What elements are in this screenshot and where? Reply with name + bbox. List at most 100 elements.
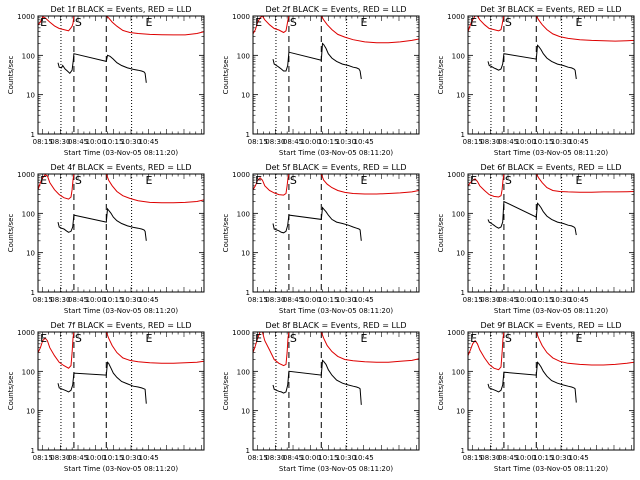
y-axis-label: Counts/sec [222,372,230,411]
x-tick-label: 08:15 [248,454,268,462]
y-axis-label: Counts/sec [437,56,445,95]
detector-panel: Det 9f BLACK = Events, RED = LLD Counts/s… [437,321,635,473]
y-tick-label: 1000 [447,329,465,337]
x-tick-label: 10:15 [103,138,123,146]
x-tick-label: 10:00 [301,296,321,304]
interval-marker-label: E [40,174,47,187]
y-tick-label: 1000 [232,329,250,337]
y-axis-label: Counts/sec [222,214,230,253]
detector-panel: Det 1f BLACK = Events, RED = LLD Counts/s… [7,5,205,157]
x-tick-label: 10:15 [103,296,123,304]
y-tick-label: 1 [246,447,250,455]
detector-panel: Det 7f BLACK = Events, RED = LLD Counts/s… [7,321,205,473]
x-tick-label: 08:15 [248,138,268,146]
y-tick-label: 10 [241,250,250,258]
y-axis-label: Counts/sec [437,214,445,253]
x-tick-label: 08:15 [33,138,53,146]
detector-panel: Det 8f BLACK = Events, RED = LLD Counts/s… [222,321,420,473]
x-tick-label: 10:00 [301,454,321,462]
x-tick-label: 10:00 [86,296,106,304]
interval-marker-label: S [75,332,82,345]
events-series-line [57,207,147,241]
plot-frame [467,15,635,135]
x-tick-label: 08:30 [480,138,500,146]
y-tick-label: 100 [452,52,465,60]
y-tick-label: 100 [237,210,250,218]
y-tick-label: 1 [31,289,35,297]
lld-series-line [253,174,419,196]
interval-marker-label: E [40,16,47,29]
plot-frame [37,331,205,451]
events-series-line [272,42,362,80]
x-tick-label: 08:30 [480,296,500,304]
interval-marker-label: S [505,332,512,345]
lld-series-line [468,174,634,198]
y-tick-label: 1000 [447,171,465,179]
x-tick-label: 10:30 [551,296,571,304]
lld-series-line [38,174,204,204]
panel-title: Det 4f BLACK = Events, RED = LLD [50,163,191,172]
x-tick-label: 10:45 [139,454,159,462]
y-tick-label: 10 [241,408,250,416]
x-tick-label: 08:45 [283,296,303,304]
x-axis-label: Start Time (03-Nov-05 08:11:20) [64,465,178,473]
y-tick-label: 1000 [17,13,35,21]
y-tick-label: 1 [246,289,250,297]
y-tick-label: 100 [22,368,35,376]
lld-series-line [253,332,419,367]
interval-marker-label: E [361,16,368,29]
x-tick-label: 08:45 [68,454,88,462]
plot-frame [37,173,205,293]
y-tick-label: 10 [26,408,35,416]
x-tick-label: 08:15 [463,138,483,146]
events-series-line [487,361,577,403]
x-tick-label: 10:45 [354,138,374,146]
interval-marker-label: S [290,16,297,29]
panel-title: Det 8f BLACK = Events, RED = LLD [265,321,406,330]
detector-panel: Det 6f BLACK = Events, RED = LLD Counts/s… [437,163,635,315]
x-axis-label: Start Time (03-Nov-05 08:11:20) [279,149,393,157]
panel-title: Det 3f BLACK = Events, RED = LLD [480,5,621,14]
interval-marker-label: E [146,16,153,29]
x-tick-label: 10:45 [139,296,159,304]
y-tick-label: 100 [22,210,35,218]
x-tick-label: 10:15 [318,296,338,304]
x-tick-label: 10:15 [318,138,338,146]
x-tick-label: 08:45 [498,296,518,304]
x-tick-label: 10:30 [551,138,571,146]
y-tick-label: 10 [26,250,35,258]
panel-title: Det 7f BLACK = Events, RED = LLD [50,321,191,330]
interval-marker-label: S [75,16,82,29]
interval-marker-label: E [470,16,477,29]
panel-title: Det 6f BLACK = Events, RED = LLD [480,163,621,172]
plot-frame [37,15,205,135]
events-series-line [57,53,147,83]
lld-series-line [38,16,204,36]
x-tick-label: 08:15 [463,296,483,304]
y-tick-label: 100 [452,368,465,376]
y-tick-label: 1 [31,131,35,139]
y-axis-label: Counts/sec [7,56,15,95]
x-tick-label: 10:00 [86,454,106,462]
x-tick-label: 10:00 [301,138,321,146]
events-series-line [57,361,147,404]
x-tick-label: 08:15 [33,296,53,304]
x-axis-label: Start Time (03-Nov-05 08:11:20) [279,465,393,473]
x-tick-label: 08:45 [283,138,303,146]
x-tick-label: 10:00 [516,296,536,304]
y-tick-label: 10 [456,250,465,258]
y-tick-label: 1 [246,131,250,139]
x-tick-label: 10:30 [121,138,141,146]
detector-panel: Det 3f BLACK = Events, RED = LLD Counts/s… [437,5,635,157]
lld-series-line [38,332,204,369]
lld-series-line [468,332,634,371]
interval-marker-label: S [290,332,297,345]
x-tick-label: 08:15 [33,454,53,462]
x-tick-label: 08:45 [68,296,88,304]
x-tick-label: 10:45 [139,138,159,146]
x-tick-label: 08:30 [265,296,285,304]
detector-panel: Det 5f BLACK = Events, RED = LLD Counts/s… [222,163,420,315]
y-tick-label: 100 [22,52,35,60]
lld-series-line [468,16,634,42]
